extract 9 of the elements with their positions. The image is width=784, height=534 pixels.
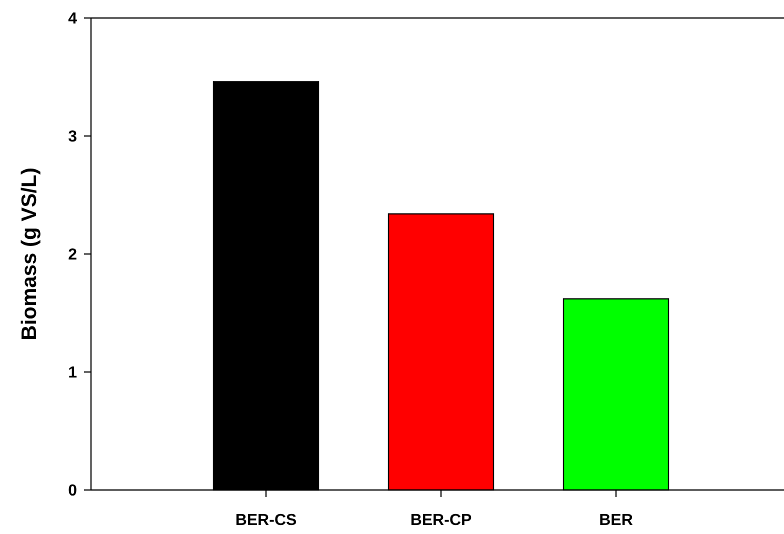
y-tick-label: 1 [68,364,78,382]
y-tick-label: 0 [68,482,78,500]
x-tick-label: BER-CP [410,512,472,529]
x-tick-label: BER [599,512,634,529]
y-tick-label: 2 [68,246,78,264]
y-tick-label: 3 [68,128,78,146]
y-axis-title: Biomass (g VS/L) [18,168,41,340]
y-tick-label: 4 [68,10,78,28]
x-tick-label: BER-CS [235,512,297,529]
